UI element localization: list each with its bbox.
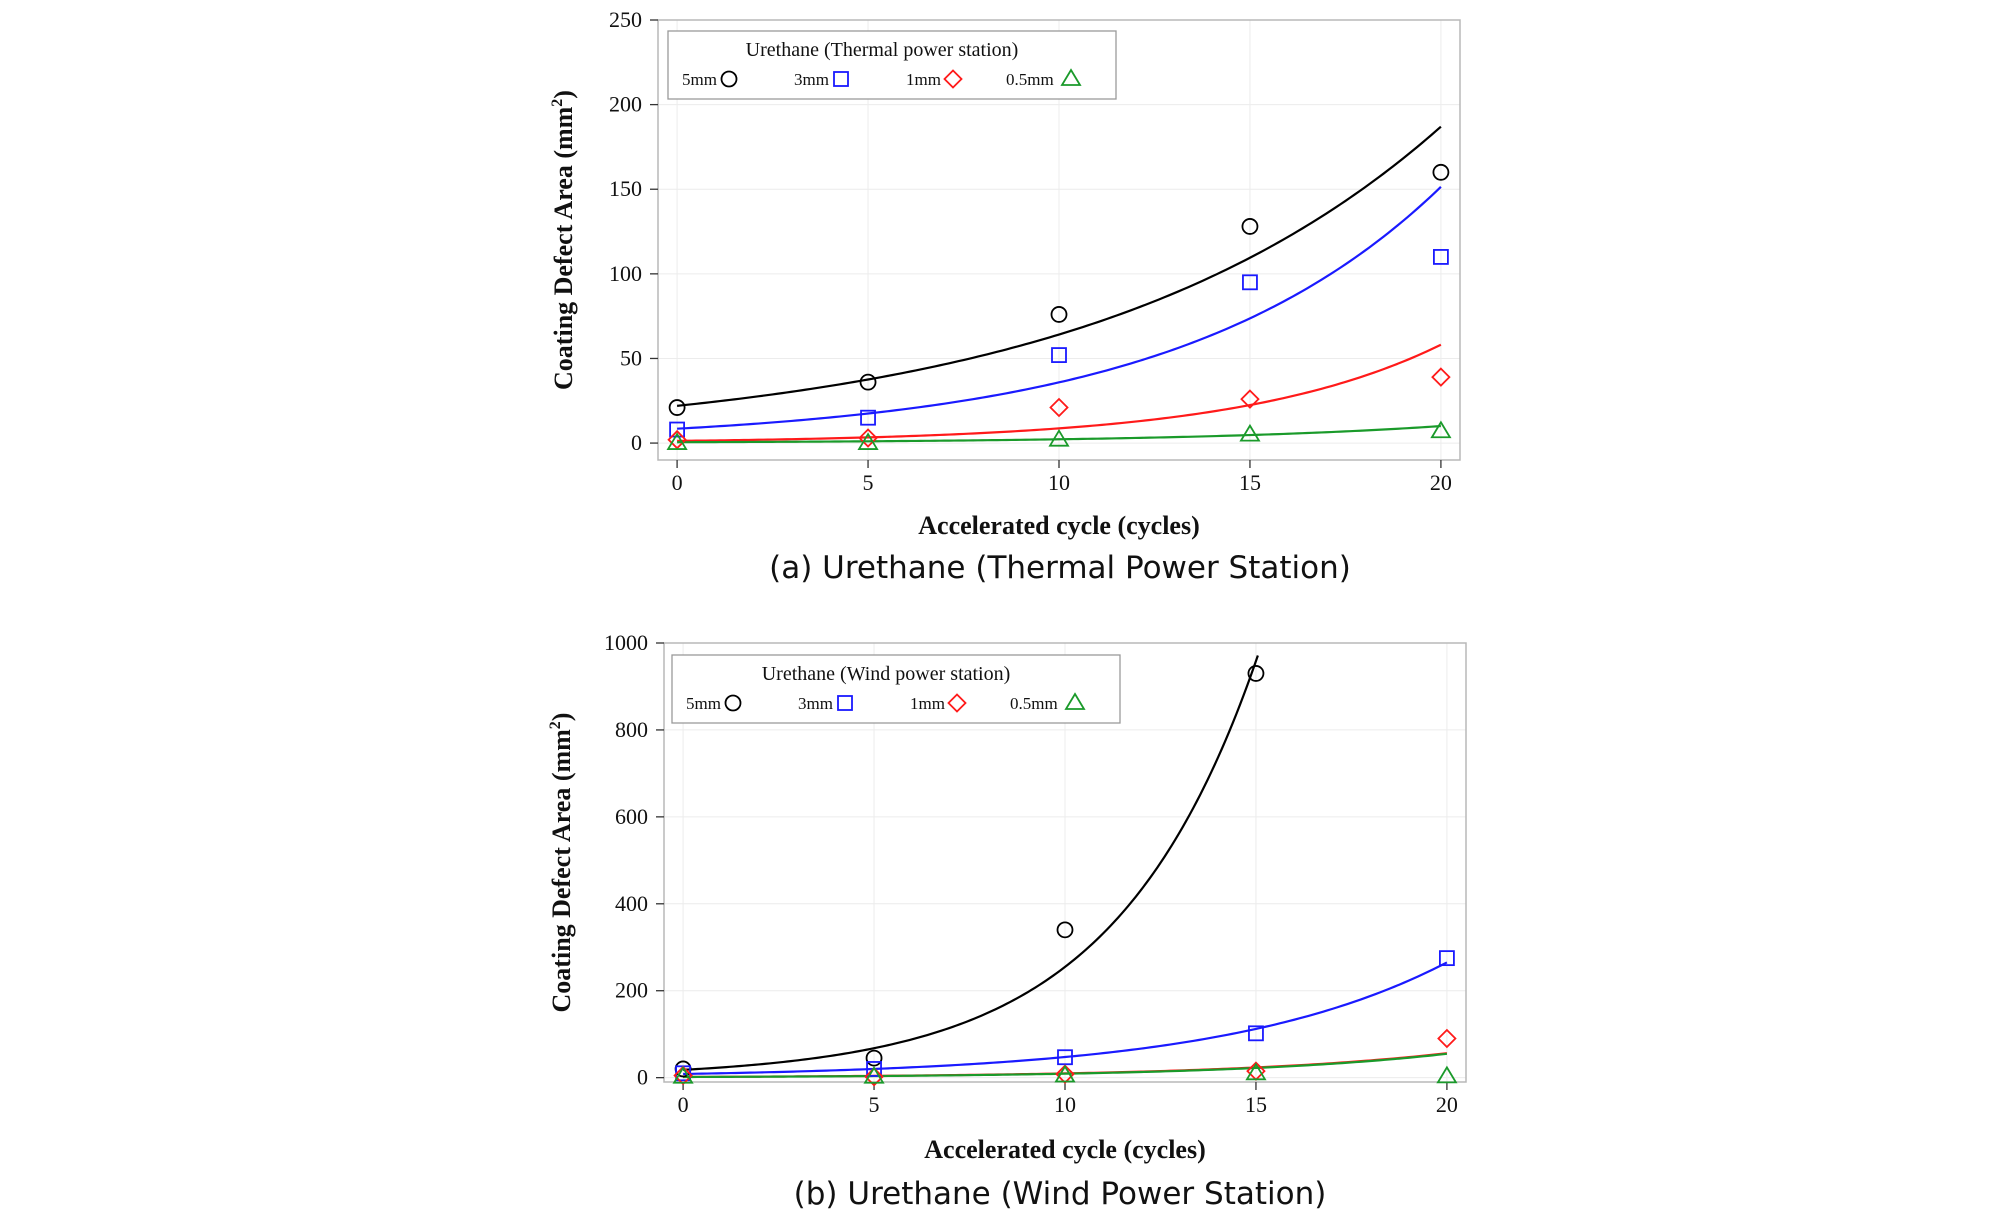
data-point-0.5mm	[863, 1066, 885, 1084]
fit-curve-5mm	[676, 125, 1442, 407]
legend-title: Urethane (Thermal power station)	[746, 39, 1019, 61]
data-point-3mm	[860, 409, 876, 426]
legend-marker-3mm	[837, 695, 853, 711]
legend-label-1mm: 1mm	[910, 694, 945, 713]
data-point-3mm	[669, 421, 685, 438]
data-point-3mm	[1051, 347, 1067, 363]
y-tick-label: 1000	[604, 630, 648, 655]
fit-curve-0.5mm	[677, 424, 1441, 444]
y-axis-label-close: )	[549, 90, 578, 99]
data-point-3mm	[1057, 1049, 1073, 1066]
y-tick-label: 600	[615, 804, 648, 829]
data-point-5mm	[1050, 306, 1068, 323]
x-tick-label: 5	[869, 1092, 880, 1117]
data-point-3mm	[1439, 950, 1455, 967]
data-point-1mm	[864, 1067, 884, 1087]
data-point-5mm	[865, 1049, 883, 1067]
x-tick-label: 15	[1239, 470, 1261, 495]
legend-marker-5mm	[720, 70, 738, 88]
panel-caption: (a) Urethane (Thermal Power Station)	[769, 550, 1351, 586]
y-tick-label: 800	[615, 717, 648, 742]
y-axis-label-sup: 2	[547, 721, 564, 729]
legend-marker-1mm	[947, 693, 967, 713]
legend-marker-0.5mm	[1064, 692, 1086, 710]
x-tick-label: 5	[863, 470, 874, 495]
data-point-0.5mm	[857, 432, 879, 450]
data-point-0.5mm	[672, 1066, 694, 1084]
y-axis-label-close: )	[547, 713, 576, 722]
data-point-1mm	[1431, 367, 1451, 387]
x-axis-label: Accelerated cycle (cycles)	[918, 511, 1199, 540]
fit-curve-3mm	[677, 186, 1442, 430]
y-tick-label: 400	[615, 891, 648, 916]
y-tick-label: 200	[615, 978, 648, 1003]
data-point-5mm	[1432, 163, 1450, 181]
data-point-0.5mm	[1436, 1065, 1458, 1084]
legend-marker-0.5mm	[1060, 68, 1082, 86]
y-tick-label: 200	[609, 92, 642, 117]
data-point-5mm	[859, 373, 877, 391]
data-point-1mm	[858, 428, 878, 448]
data-point-0.5mm	[1239, 423, 1261, 442]
x-tick-label: 10	[1054, 1092, 1076, 1117]
legend-title: Urethane (Wind power station)	[762, 663, 1011, 685]
y-axis-label: Coating Defect Area (mm2)	[549, 90, 578, 390]
data-point-0.5mm	[1430, 420, 1452, 439]
x-tick-label: 0	[678, 1092, 689, 1117]
x-tick-label: 20	[1436, 1092, 1458, 1117]
y-axis-label-main: Coating Defect Area (mm	[547, 729, 576, 1013]
legend-label-1mm: 1mm	[906, 70, 941, 89]
y-tick-label: 100	[609, 261, 642, 286]
data-point-5mm	[668, 399, 686, 416]
legend-label-5mm: 5mm	[682, 70, 717, 89]
x-tick-label: 0	[672, 470, 683, 495]
data-point-0.5mm	[666, 432, 688, 450]
legend-label-3mm: 3mm	[798, 694, 833, 713]
legend-marker-5mm	[724, 694, 742, 712]
data-point-3mm	[1433, 249, 1449, 265]
fit-curve-0.5mm	[683, 1052, 1448, 1079]
panel-caption: (b) Urethane (Wind Power Station)	[794, 1176, 1327, 1212]
legend-marker-1mm	[943, 69, 963, 89]
data-point-3mm	[1248, 1025, 1264, 1042]
legend-label-3mm: 3mm	[794, 70, 829, 89]
data-point-1mm	[1437, 1028, 1457, 1049]
y-tick-label: 150	[609, 176, 642, 201]
x-tick-label: 10	[1048, 470, 1070, 495]
data-point-0.5mm	[1048, 428, 1070, 447]
y-tick-label: 0	[637, 1065, 648, 1090]
legend-label-0.5mm: 0.5mm	[1006, 70, 1054, 89]
data-point-1mm	[673, 1065, 693, 1086]
x-tick-label: 15	[1245, 1092, 1267, 1117]
data-point-5mm	[1056, 921, 1074, 939]
legend-box	[671, 654, 1121, 724]
data-point-3mm	[1242, 274, 1258, 291]
y-tick-label: 0	[631, 430, 642, 455]
y-axis-label-main: Coating Defect Area (mm	[549, 106, 578, 390]
legend-box	[667, 30, 1117, 100]
y-tick-label: 50	[620, 345, 642, 370]
data-point-5mm	[1241, 218, 1259, 235]
x-tick-label: 20	[1430, 470, 1452, 495]
data-point-1mm	[1049, 397, 1069, 418]
data-point-0.5mm	[1245, 1062, 1267, 1081]
x-axis-label: Accelerated cycle (cycles)	[924, 1135, 1205, 1164]
legend-label-5mm: 5mm	[686, 694, 721, 713]
fit-curve-5mm	[683, 655, 1259, 1071]
y-axis-label: Coating Defect Area (mm2)	[547, 713, 576, 1013]
data-point-3mm	[866, 1061, 882, 1077]
data-point-0.5mm	[1054, 1064, 1076, 1083]
legend-marker-3mm	[833, 71, 849, 87]
data-point-5mm	[1247, 665, 1265, 682]
y-axis-label-sup: 2	[549, 99, 566, 107]
y-tick-label: 250	[609, 7, 642, 32]
legend-label-0.5mm: 0.5mm	[1010, 694, 1058, 713]
data-point-1mm	[1055, 1064, 1075, 1084]
data-point-1mm	[1240, 389, 1260, 409]
fit-curve-3mm	[683, 961, 1448, 1076]
fit-curve-1mm	[677, 343, 1442, 442]
